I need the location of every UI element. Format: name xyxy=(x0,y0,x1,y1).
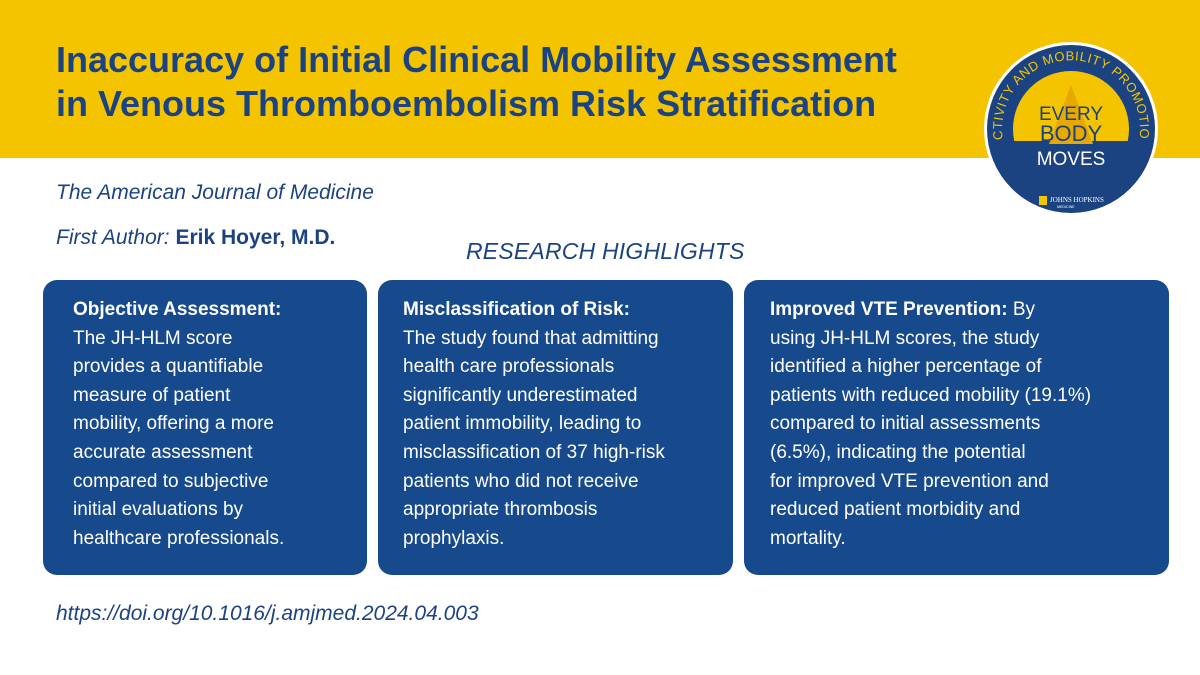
logo-word-every: EVERY xyxy=(1039,104,1103,125)
logo-org-subname: MEDICINE xyxy=(1057,205,1075,209)
card-line: appropriate thrombosis xyxy=(403,499,598,521)
card-line: The study found that admitting xyxy=(403,327,659,349)
card-line: measure of patient xyxy=(73,384,231,406)
card-heading: Objective Assessment: xyxy=(73,299,282,320)
card-heading-tail: By xyxy=(1007,299,1035,320)
card-line: accurate assessment xyxy=(73,441,253,463)
author-line: First Author: Erik Hoyer, M.D. xyxy=(56,226,335,250)
card-line: mortality. xyxy=(770,527,846,549)
page-title: Inaccuracy of Initial Clinical Mobility … xyxy=(56,38,946,126)
card-line: initial evaluations by xyxy=(73,499,244,521)
card-line: The JH-HLM score xyxy=(73,327,233,349)
card-line: compared to subjective xyxy=(73,470,269,492)
doi-link[interactable]: https://doi.org/10.1016/j.amjmed.2024.04… xyxy=(56,602,479,625)
title-line-2: in Venous Thromboembolism Risk Stratific… xyxy=(56,83,877,124)
card-line: patients with reduced mobility (19.1%) xyxy=(770,384,1092,406)
card-line: patients who did not receive xyxy=(403,470,639,492)
card-line: patient immobility, leading to xyxy=(403,413,642,435)
logo-word-body: BODY xyxy=(1040,121,1103,146)
card-line: prophylaxis. xyxy=(403,527,505,549)
card-line: identified a higher percentage of xyxy=(770,356,1042,378)
logo-word-moves: MOVES xyxy=(1037,149,1106,170)
card-line: reduced patient morbidity and xyxy=(770,499,1021,521)
card-line: healthcare professionals. xyxy=(73,527,285,549)
card-line: for improved VTE prevention and xyxy=(770,470,1049,492)
highlight-card-misclassification: Misclassification of Risk: The study fou… xyxy=(378,280,733,575)
card-first-line: Improved VTE Prevention: By xyxy=(770,296,1169,325)
title-line-1: Inaccuracy of Initial Clinical Mobility … xyxy=(56,39,897,80)
card-line: health care professionals xyxy=(403,356,615,378)
card-line: misclassification of 37 high-risk xyxy=(403,441,665,463)
journal-name: The American Journal of Medicine xyxy=(56,181,374,204)
shield-icon xyxy=(1039,196,1047,205)
every-body-moves-logo: ACTIVITY AND MOBILITY PROMOTION EVERY BO… xyxy=(983,41,1158,216)
author-name: Erik Hoyer, M.D. xyxy=(175,226,336,249)
highlight-card-vte-prevention: Improved VTE Prevention: By using JH-HLM… xyxy=(744,280,1169,575)
section-heading: RESEARCH HIGHLIGHTS xyxy=(466,238,745,264)
card-line: compared to initial assessments xyxy=(770,413,1041,435)
card-line: mobility, offering a more xyxy=(73,413,274,435)
card-line: using JH-HLM scores, the study xyxy=(770,327,1040,349)
card-heading: Misclassification of Risk: xyxy=(403,299,631,320)
card-line: (6.5%), indicating the potential xyxy=(770,441,1026,463)
highlight-card-objective: Objective Assessment: The JH-HLM score p… xyxy=(43,280,367,575)
author-label: First Author: xyxy=(56,226,170,249)
card-heading: Improved VTE Prevention: xyxy=(770,299,1008,320)
card-line: significantly underestimated xyxy=(403,384,638,406)
logo-org-name: JOHNS HOPKINS xyxy=(1050,196,1104,204)
card-line: provides a quantifiable xyxy=(73,356,264,378)
